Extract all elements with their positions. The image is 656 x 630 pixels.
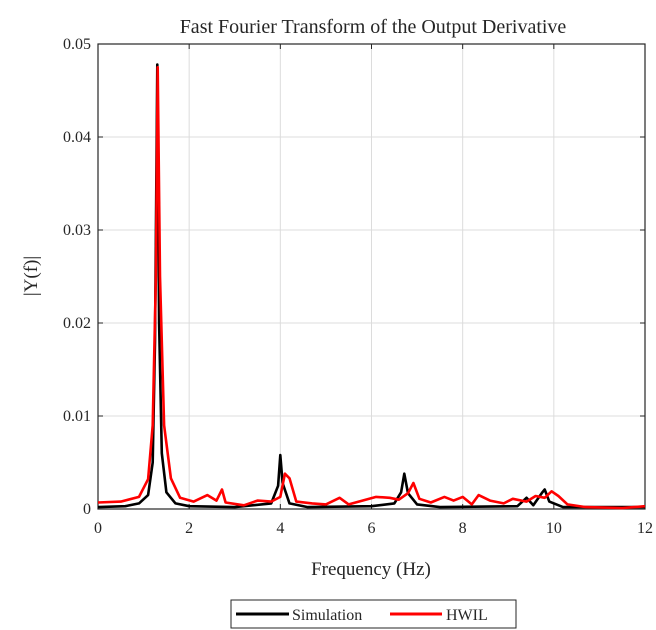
x-axis-label: Frequency (Hz) xyxy=(311,559,431,580)
axis-ticks: 0 2 4 6 8 10 12 0 0.01 0.02 0.03 0.04 0.05 xyxy=(63,36,653,537)
x-tick-label: 0 xyxy=(94,520,102,537)
series-line-hwil xyxy=(97,66,646,510)
x-tick-label: 10 xyxy=(546,520,562,537)
x-tick-label: 2 xyxy=(185,520,193,537)
chart-title: Fast Fourier Transform of the Output Der… xyxy=(180,16,567,38)
x-tick-label: 6 xyxy=(368,520,376,537)
y-tick-label: 0.03 xyxy=(63,222,91,239)
y-tick-label: 0 xyxy=(83,501,91,518)
y-tick-label: 0.05 xyxy=(63,36,91,53)
legend-label-hwil: HWIL xyxy=(446,607,488,624)
series-lines xyxy=(97,63,646,510)
x-tick-label: 12 xyxy=(637,520,653,537)
x-tick-label: 4 xyxy=(276,520,284,537)
x-tick-label: 8 xyxy=(459,520,467,537)
y-tick-label: 0.02 xyxy=(63,315,91,332)
legend-label-simulation: Simulation xyxy=(292,607,362,624)
y-axis-label: |Y(f)| xyxy=(21,256,42,296)
legend: Simulation HWIL xyxy=(230,599,517,629)
y-tick-label: 0.04 xyxy=(63,129,91,146)
grid-lines xyxy=(97,43,646,510)
y-tick-label: 0.01 xyxy=(63,408,91,425)
